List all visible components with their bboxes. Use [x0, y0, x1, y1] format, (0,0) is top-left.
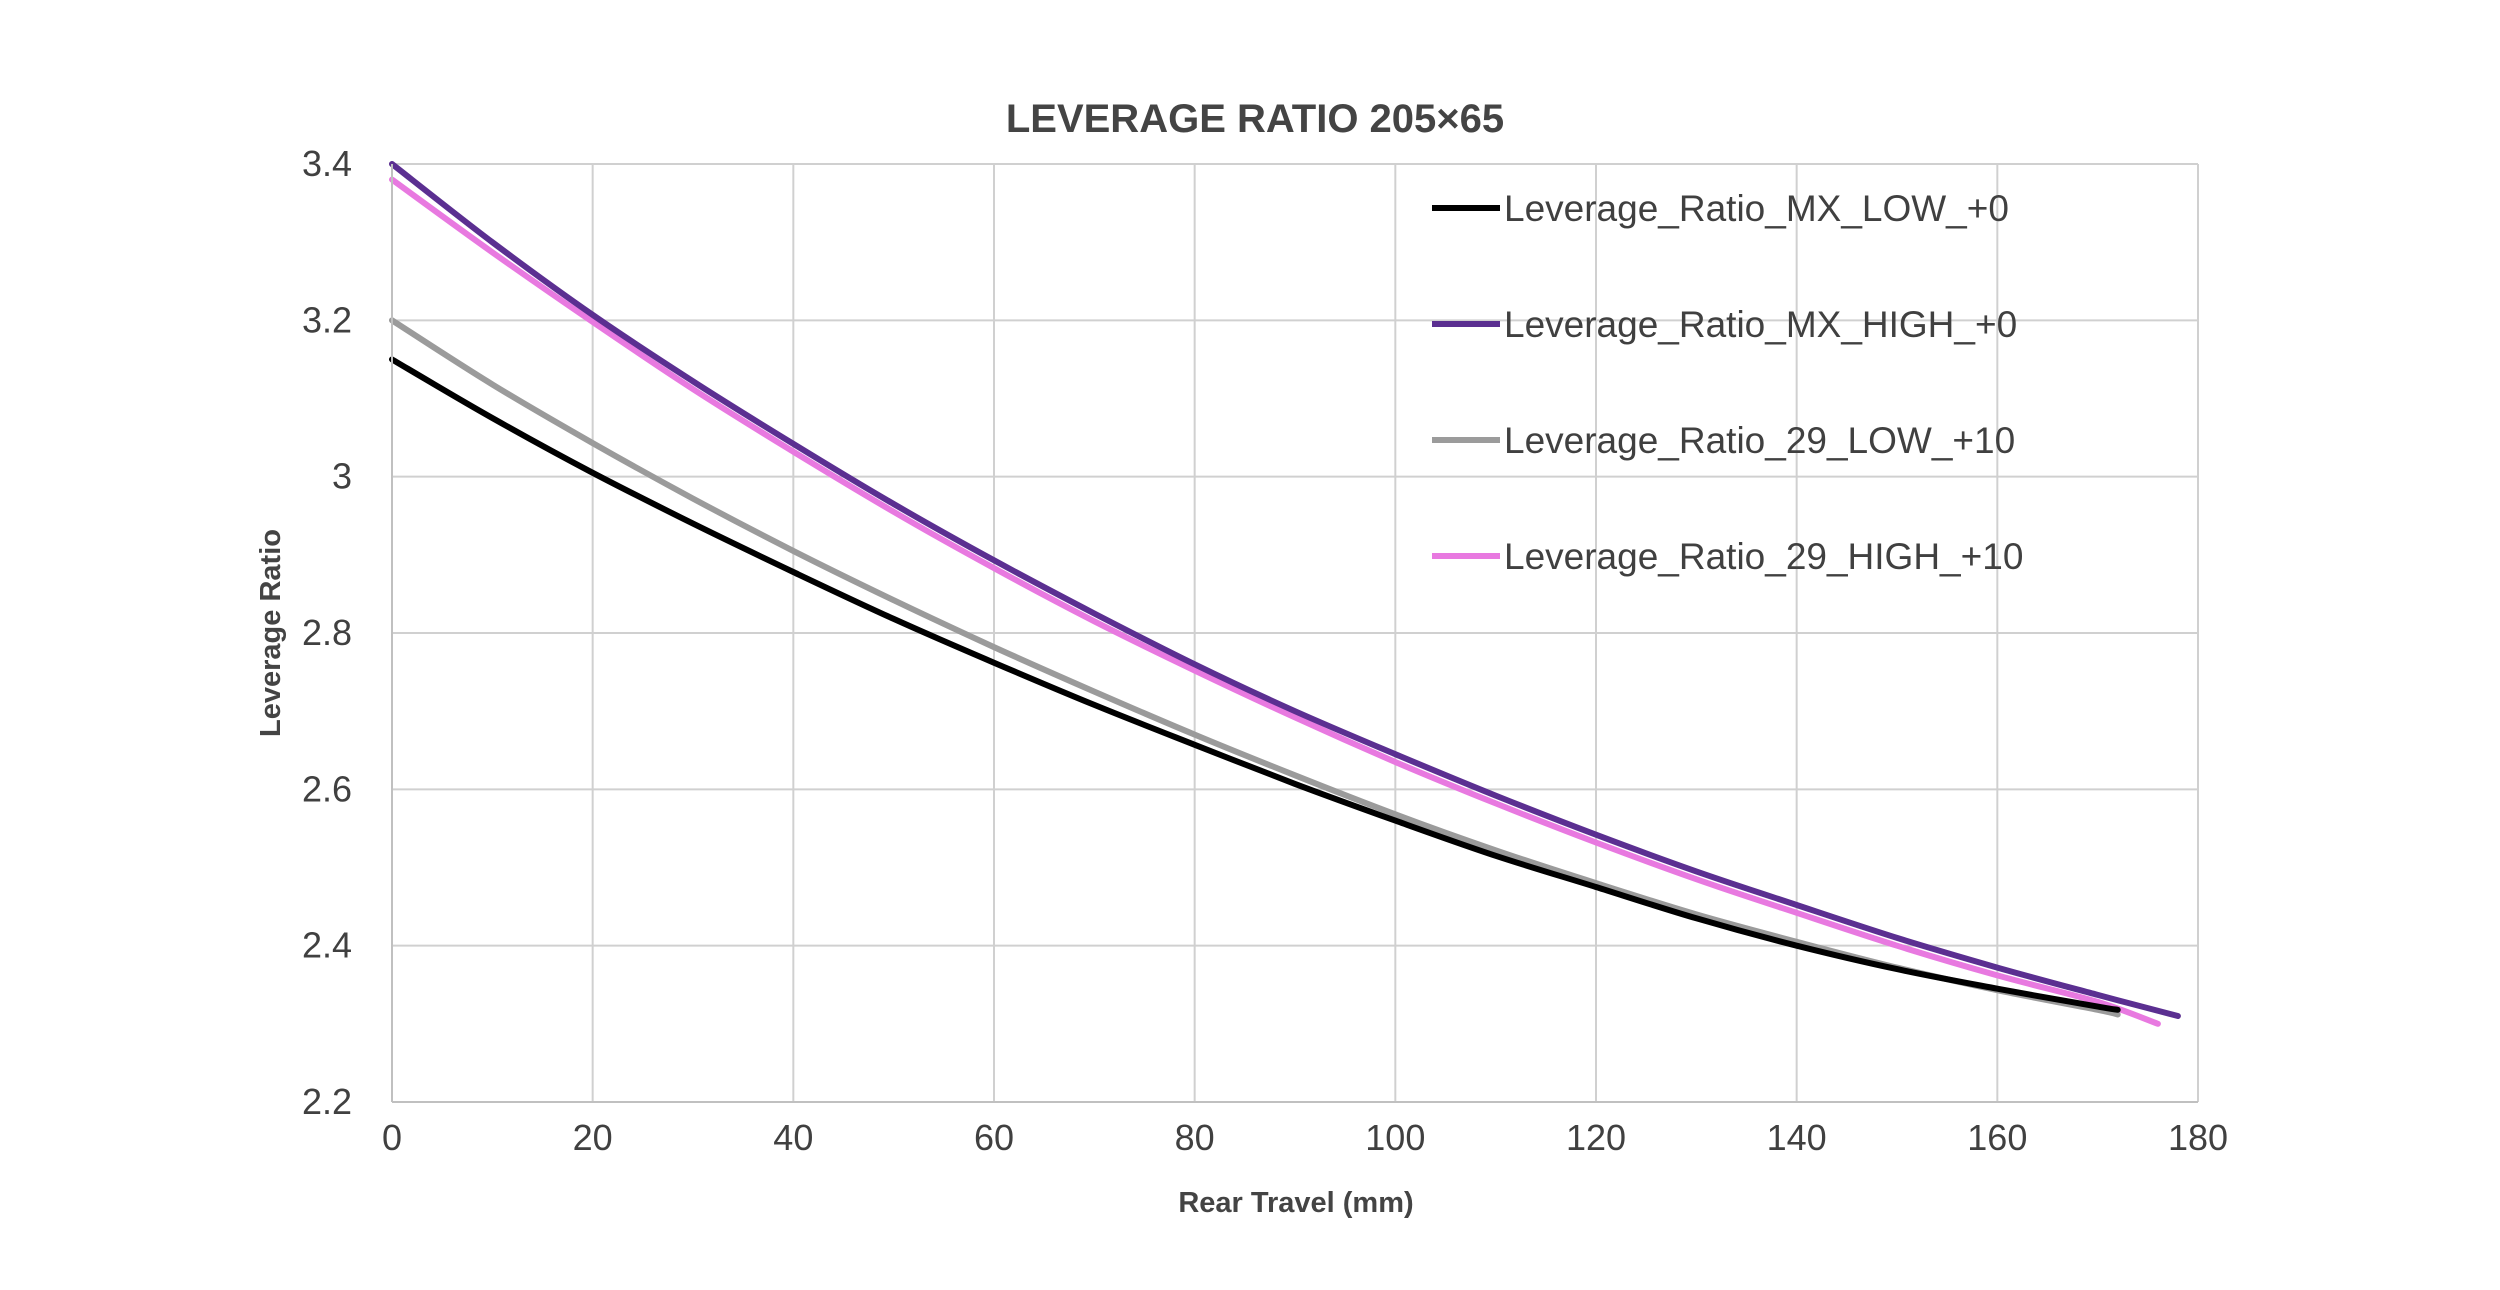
x-tick-label: 160: [1967, 1117, 2027, 1158]
x-tick-label: 120: [1566, 1117, 1626, 1158]
y-axis-title: Leverage Ratio: [255, 529, 287, 737]
x-tick-label: 60: [974, 1117, 1014, 1158]
x-tick-label: 100: [1365, 1117, 1425, 1158]
legend-label-2: Leverage_Ratio_29_LOW_+10: [1504, 420, 2015, 461]
legend-label-3: Leverage_Ratio_29_HIGH_+10: [1504, 536, 2023, 577]
x-axis-title: Rear Travel (mm): [1178, 1187, 1413, 1219]
y-tick-label: 2.6: [302, 768, 352, 809]
legend-label-0: Leverage_Ratio_MX_LOW_+0: [1504, 188, 2009, 229]
chart-title: LEVERAGE RATIO 205×65: [1006, 97, 1504, 141]
x-tick-label: 80: [1175, 1117, 1215, 1158]
x-tick-label: 140: [1767, 1117, 1827, 1158]
legend: Leverage_Ratio_MX_LOW_+0 Leverage_Ratio_M…: [1432, 188, 2023, 577]
series-line-1: [389, 161, 2181, 1019]
x-tick-label: 40: [773, 1117, 813, 1158]
y-tick-label: 2.4: [302, 925, 352, 966]
y-tick-label: 2.8: [302, 612, 352, 653]
legend-label-1: Leverage_Ratio_MX_HIGH_+0: [1504, 304, 2017, 345]
y-tick-label: 3: [332, 456, 352, 497]
y-tick-label: 3.2: [302, 299, 352, 340]
axis-layer: 0 20 40 60 80 100 120 140 160 180 2.2 2.4 2.6 2.8 3 3.2…: [302, 143, 2228, 1158]
y-tick-label: 2.2: [302, 1081, 352, 1122]
series-line-0: [389, 356, 2121, 1013]
x-tick-label: 180: [2168, 1117, 2228, 1158]
series-layer: [389, 161, 2181, 1027]
x-tick-label: 0: [382, 1117, 402, 1158]
y-tick-label: 3.4: [302, 143, 352, 184]
series-line-3: [389, 176, 2161, 1027]
x-tick-label: 20: [573, 1117, 613, 1158]
